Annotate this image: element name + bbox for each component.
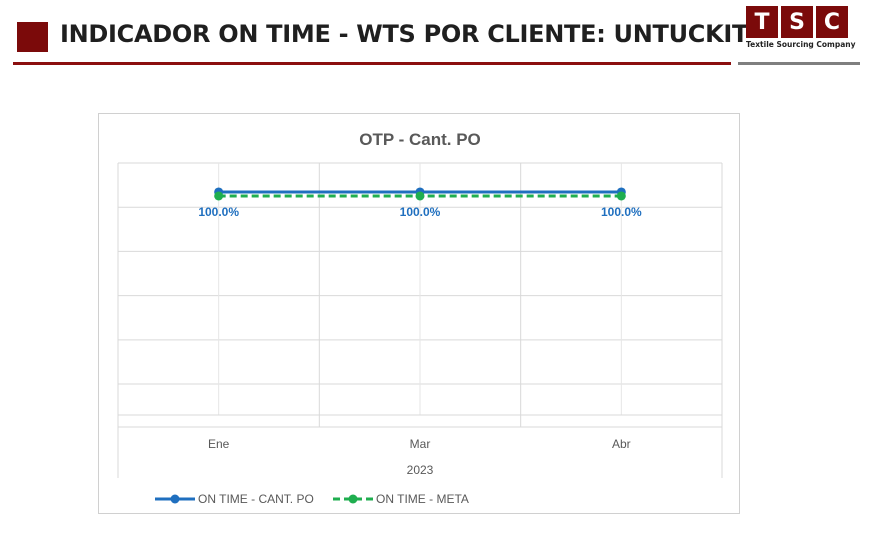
x-group-label: 2023 bbox=[407, 463, 434, 477]
chart-title: OTP - Cant. PO bbox=[359, 130, 481, 149]
data-label: 100.0% bbox=[601, 205, 642, 219]
data-label: 100.0% bbox=[400, 205, 441, 219]
data-point bbox=[214, 191, 224, 201]
x-tick-label: Ene bbox=[208, 437, 230, 451]
header-divider bbox=[13, 62, 731, 65]
logo-letter: S bbox=[781, 6, 813, 38]
page-title: INDICADOR ON TIME - WTS POR CLIENTE: UNT… bbox=[60, 20, 749, 48]
company-logo: T S C Textile Sourcing Company bbox=[746, 6, 856, 50]
logo-letter: C bbox=[816, 6, 848, 38]
logo-subtitle: Textile Sourcing Company bbox=[746, 40, 856, 49]
data-point bbox=[616, 191, 626, 201]
legend-label: ON TIME - META bbox=[376, 492, 469, 506]
header-divider-secondary bbox=[738, 62, 860, 65]
header-accent-square bbox=[17, 22, 48, 52]
data-point bbox=[415, 191, 425, 201]
legend-label: ON TIME - CANT. PO bbox=[198, 492, 314, 506]
chart-frame bbox=[98, 113, 740, 514]
logo-letter: T bbox=[746, 6, 778, 38]
legend-marker bbox=[170, 494, 180, 504]
x-tick-label: Abr bbox=[612, 437, 631, 451]
legend-marker bbox=[348, 494, 358, 504]
data-label: 100.0% bbox=[198, 205, 239, 219]
x-tick-label: Mar bbox=[410, 437, 431, 451]
